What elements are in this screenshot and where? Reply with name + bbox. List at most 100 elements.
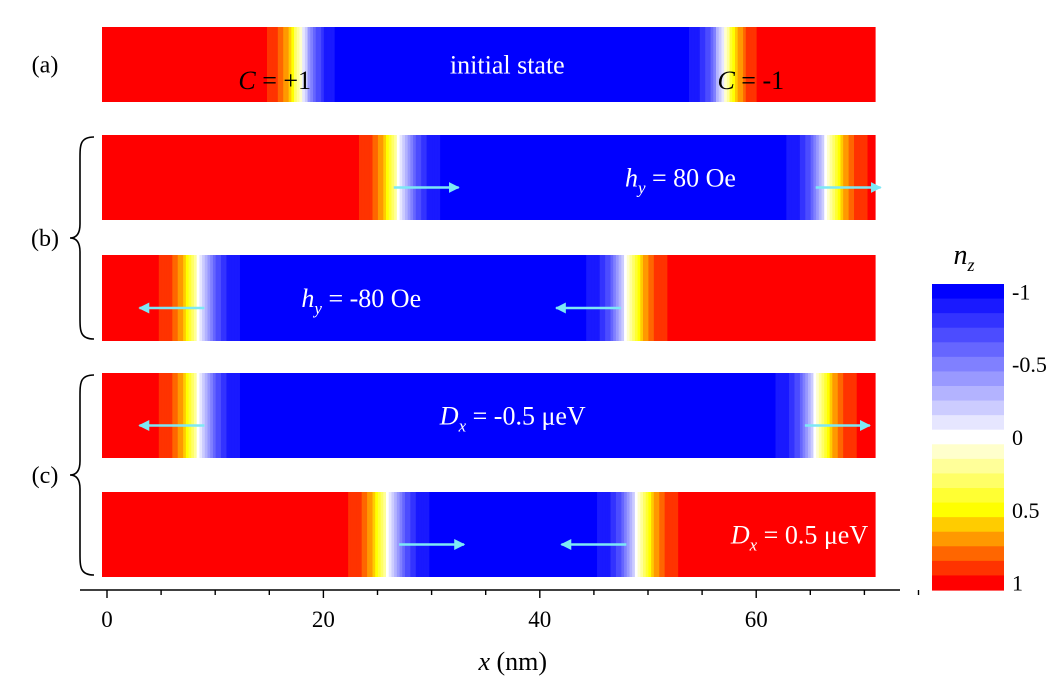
heatmap-cell [137,255,141,341]
heatmap-cell [572,255,576,341]
heatmap-cell [808,373,812,458]
heatmap-cell [429,27,433,102]
heatmap-cell [459,135,463,220]
heatmap-cell [448,373,452,458]
heatmap-cell [383,492,387,577]
heatmap-cell [688,373,693,458]
heatmap-cell [605,27,609,102]
heatmap-cell [645,255,650,341]
heatmap-cell [323,492,328,577]
colorbar-tick-label: -0.5 [1012,352,1047,377]
heatmap-cell [594,492,598,577]
heatmap-cell [299,492,303,577]
heatmap-cell [515,27,520,102]
heatmap-cell [672,492,677,577]
heatmap-cell [810,492,815,577]
heatmap-cell [680,27,685,102]
heatmap-cell [740,373,744,458]
heatmap-cell [691,492,695,577]
heatmap-cell [234,255,238,341]
heatmap-cell [688,492,693,577]
heatmap-cell [680,255,685,341]
heatmap-cell [772,255,777,341]
heatmap-cell [147,373,152,458]
heatmap-cell [340,373,344,458]
heatmap-cell [691,373,695,458]
heatmap-cell [661,492,666,577]
heatmap-cell [185,492,190,577]
heatmap-cell [212,373,217,458]
heatmap-cell [253,27,257,102]
heatmap-cell [118,373,122,458]
heatmap-cell [488,492,493,577]
heatmap-cell [659,492,663,577]
heatmap-cell [667,27,671,102]
heatmap-cell [380,492,384,577]
heatmap-cell [288,492,292,577]
heatmap-cell [258,255,263,341]
heatmap-cell [388,373,393,458]
heatmap-cell [296,373,301,458]
heatmap-cell [402,135,406,220]
heatmap-cell [304,255,309,341]
heatmap-cell [653,255,658,341]
heatmap-cell [805,135,809,220]
heatmap-cell [331,255,336,341]
heatmap-cell [740,255,744,341]
heatmap-cell [150,373,154,458]
heatmap-cell [164,27,168,102]
heatmap-cell [810,27,815,102]
heatmap-cell [778,373,782,458]
heatmap-cell [337,255,341,341]
heatmap-cell [467,373,471,458]
heatmap-cell [732,373,736,458]
heatmap-cell [413,492,417,577]
heatmap-cell [120,255,125,341]
heatmap-cell [540,135,544,220]
heatmap-cell [826,492,831,577]
heatmap-cell [280,27,284,102]
heatmap-cell [683,27,687,102]
heatmap-cell [410,255,414,341]
heatmap-strips [102,27,876,577]
heatmap-cell [169,27,173,102]
heatmap-cell [375,255,379,341]
heatmap-cell [783,135,787,220]
heatmap-cell [112,255,117,341]
heatmap-cell [835,373,839,458]
heatmap-cell [356,135,360,220]
heatmap-cell [131,135,136,220]
heatmap-cell [453,373,457,458]
heatmap-cell [859,255,863,341]
heatmap-cell [686,373,690,458]
heatmap-cell [480,492,484,577]
heatmap-cell [426,135,430,220]
heatmap-cell [364,135,368,220]
heatmap-cell [797,255,801,341]
heatmap-cell [580,135,585,220]
heatmap-cell [267,373,271,458]
heatmap-cell [521,135,525,220]
heatmap-cell [743,373,747,458]
heatmap-cell [494,135,498,220]
heatmap-cell [345,27,349,102]
heatmap-cell [737,492,741,577]
heatmap-cell [356,373,360,458]
heatmap-cell [191,255,195,341]
heatmap-cell [494,255,498,341]
heatmap-cell [607,255,612,341]
heatmap-cell [640,255,644,341]
heatmap-cell [548,27,552,102]
heatmap-cell [434,373,439,458]
colorbar-tick-label: 1 [1012,571,1023,596]
heatmap-cell [745,27,750,102]
heatmap-cell [394,135,398,220]
heatmap-cell [832,27,836,102]
heatmap-cell [691,27,695,102]
heatmap-cell [732,27,736,102]
heatmap-cell [212,492,217,577]
heatmap-cell [789,255,793,341]
heatmap-cell [572,135,576,220]
heatmap-cell [843,135,847,220]
heatmap-cell [207,255,211,341]
